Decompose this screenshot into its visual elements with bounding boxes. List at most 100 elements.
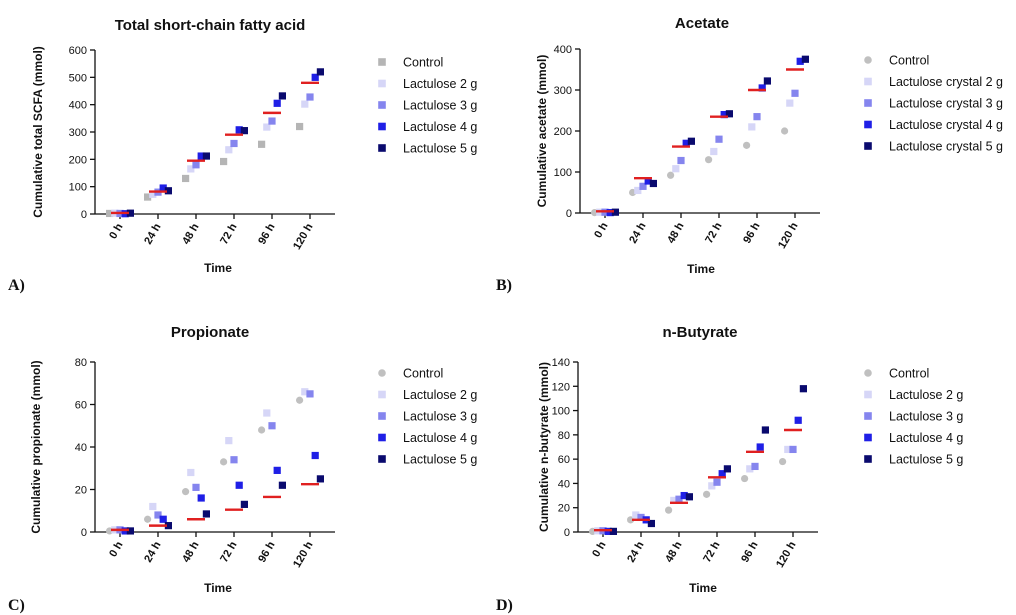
data-point (708, 482, 716, 490)
x-tick-label: 120 h (774, 539, 799, 570)
y-axis-label: Cumulative acetate (mmol) (535, 55, 549, 208)
data-point (609, 527, 617, 535)
data-point (675, 495, 683, 503)
legend-label: Lactulose 3 g (889, 410, 963, 424)
data-point (301, 388, 309, 396)
data-point (604, 527, 612, 535)
data-point (649, 179, 657, 188)
legend-item: Lactulose crystal 5 g (864, 140, 1003, 154)
chart-title: Propionate (171, 324, 249, 341)
data-point (202, 152, 210, 160)
x-axis-label: Time (204, 261, 232, 275)
x-tick-label: 48 h (180, 539, 202, 564)
legend-marker (378, 390, 386, 399)
data-point (784, 445, 792, 454)
data-point (611, 208, 619, 216)
y-tick-label: 100 (69, 182, 87, 194)
data-point (725, 110, 733, 118)
legend-label: Lactulose crystal 3 g (889, 97, 1003, 111)
data-point (164, 522, 172, 530)
data-point (794, 416, 802, 424)
data-point (758, 84, 766, 92)
y-axis-label: Cumulative total SCFA (mmol) (31, 46, 45, 218)
legend-label: Lactulose 3 g (403, 410, 477, 424)
x-axis-label: Time (687, 262, 715, 276)
data-point (677, 156, 685, 165)
legend-item: Lactulose crystal 2 g (864, 75, 1003, 89)
x-tick-label: 96 h (256, 539, 278, 564)
y-tick-label: 40 (558, 478, 570, 490)
legend-item: Control (864, 367, 929, 381)
y-tick-label: 80 (75, 357, 87, 369)
x-tick-label: 48 h (663, 539, 685, 564)
legend-label: Lactulose 5 g (889, 453, 963, 467)
chart-title: n-Butyrate (662, 324, 737, 341)
y-tick-label: 60 (558, 454, 570, 466)
data-point (670, 496, 678, 505)
data-point (106, 209, 114, 218)
data-point (647, 519, 655, 528)
legend-marker (864, 142, 872, 150)
legend-label: Control (889, 54, 929, 68)
x-tick-label: 0 h (592, 220, 610, 240)
legend-marker (864, 390, 872, 399)
data-point (781, 127, 789, 135)
data-point (311, 73, 319, 81)
legend-marker (378, 369, 386, 377)
panel-label: B) (496, 277, 512, 294)
y-tick-label: 40 (75, 442, 87, 454)
x-tick-label: 96 h (256, 221, 278, 246)
data-point (751, 462, 759, 471)
data-point (756, 443, 764, 451)
data-point (316, 68, 324, 76)
y-tick-label: 140 (552, 357, 570, 369)
data-point (639, 182, 647, 190)
legend-label: Lactulose crystal 4 g (889, 118, 1003, 132)
legend-item: Control (378, 367, 443, 381)
data-point (268, 117, 276, 125)
data-point (296, 396, 304, 404)
y-axis-label: Cumulative propionate (mmol) (29, 360, 43, 533)
data-point (225, 437, 233, 445)
x-tick-label: 48 h (665, 220, 687, 245)
legend-label: Lactulose crystal 5 g (889, 140, 1003, 154)
data-point (715, 135, 723, 143)
legend-marker (864, 369, 872, 377)
data-point (682, 139, 690, 147)
legend-marker (864, 412, 872, 420)
legend-marker (864, 77, 872, 86)
data-point (296, 122, 304, 131)
y-tick-label: 0 (81, 527, 87, 539)
data-point (710, 147, 718, 156)
legend-marker (378, 79, 386, 88)
legend-marker (378, 101, 386, 109)
data-point (268, 422, 276, 430)
data-point (273, 466, 281, 474)
legend-item: Lactulose 2 g (378, 77, 477, 91)
data-point (164, 187, 172, 195)
chart-title: Total short-chain fatty acid (115, 17, 306, 34)
data-point (126, 209, 134, 217)
legend-marker (378, 122, 386, 131)
legend-marker (378, 58, 386, 66)
y-tick-label: 300 (69, 127, 87, 139)
legend-label: Control (889, 367, 929, 381)
panel-label: C) (8, 597, 25, 614)
x-tick-label: 72 h (701, 539, 723, 564)
x-tick-label: 0 h (107, 539, 125, 559)
data-point (720, 111, 728, 119)
data-point (753, 113, 761, 121)
x-tick-label: 24 h (627, 220, 649, 245)
data-point (723, 465, 731, 473)
data-point (235, 481, 243, 489)
legend-label: Lactulose 5 g (403, 453, 477, 467)
data-point (197, 152, 205, 160)
data-point (149, 190, 157, 198)
data-point (718, 470, 726, 478)
x-tick-label: 72 h (703, 220, 725, 245)
data-point (149, 502, 157, 511)
legend-label: Control (403, 367, 443, 381)
chart-panel-4: n-Butyrate 0 20 40 60 80 100 120 140 0 h 24 h 48 h 7… (496, 324, 963, 614)
legend-item: Lactulose 5 g (378, 453, 477, 467)
data-point (187, 468, 195, 477)
